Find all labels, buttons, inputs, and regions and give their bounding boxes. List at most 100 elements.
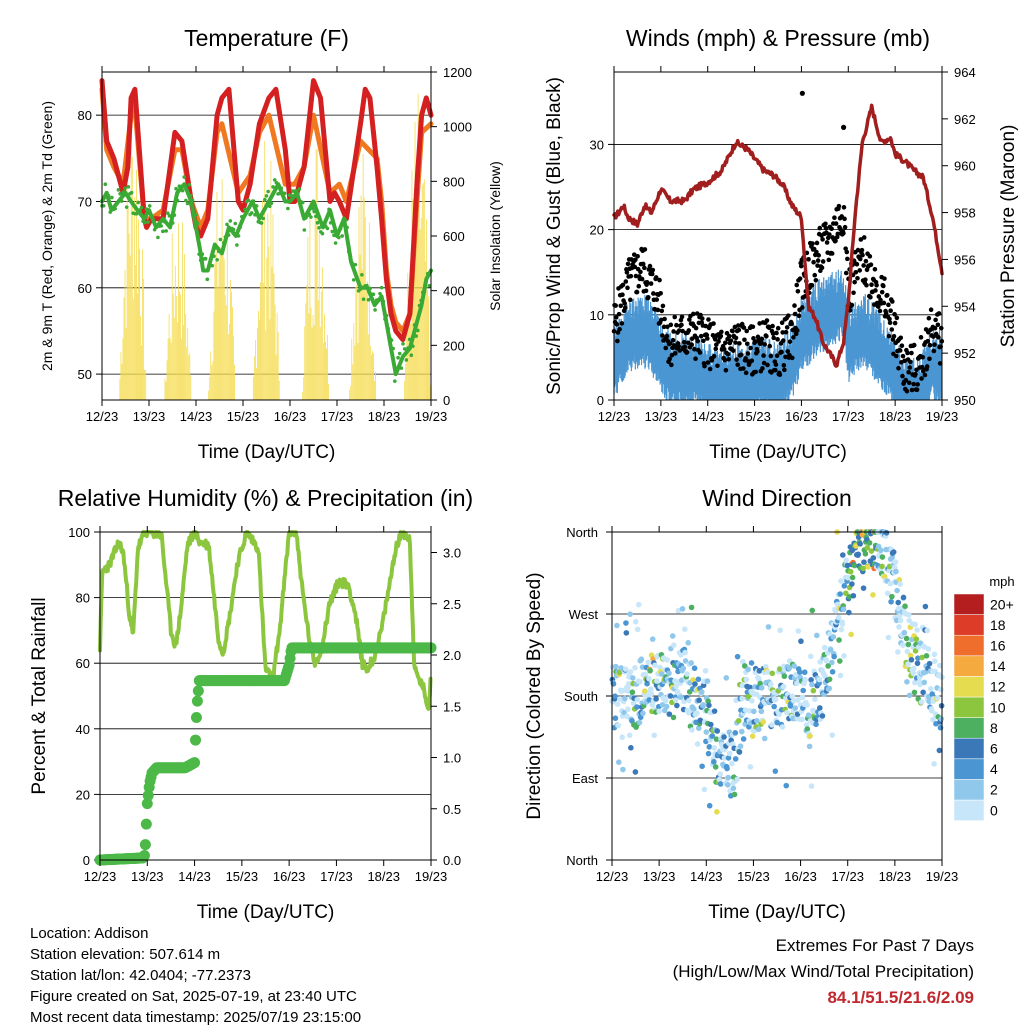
direction-point	[731, 791, 738, 798]
dewpoint-point	[170, 221, 175, 225]
direction-point	[758, 708, 765, 715]
gust-point	[797, 276, 803, 281]
gust-point	[659, 308, 665, 314]
station-location: Location: Addison	[30, 925, 149, 942]
colorbar-label: 2	[990, 782, 998, 798]
dewpoint-point	[269, 201, 274, 206]
wind-series	[613, 269, 943, 400]
gust-point	[764, 318, 770, 323]
dewpoint-point	[351, 278, 356, 282]
direction-point	[838, 578, 844, 584]
direction-point	[642, 671, 649, 678]
direction-point	[691, 706, 697, 712]
direction-point	[893, 568, 899, 575]
direction-point	[612, 715, 619, 722]
direction-point	[786, 665, 793, 671]
gust-point	[679, 322, 684, 328]
direction-point	[897, 617, 904, 624]
direction-point	[734, 776, 741, 783]
direction-point	[684, 671, 690, 677]
direction-point	[938, 686, 944, 693]
dewpoint-point	[353, 262, 358, 267]
dewpoint-point	[212, 254, 216, 258]
dewpoint-point	[343, 218, 348, 223]
gust-point	[841, 231, 846, 236]
direction-point	[682, 649, 688, 656]
direction-point	[725, 774, 731, 781]
gust-point	[651, 291, 656, 296]
gust-point	[658, 290, 663, 296]
direction-point	[648, 690, 655, 697]
direction-point	[648, 686, 654, 693]
gust-point	[721, 346, 727, 352]
gust-point	[777, 372, 783, 378]
gust-point	[663, 345, 669, 351]
direction-point	[634, 626, 641, 633]
direction-point	[844, 574, 851, 581]
direction-point	[714, 728, 721, 734]
direction-point	[910, 665, 917, 672]
dir-xtick-label: 12/23	[596, 869, 629, 884]
gust-point	[680, 328, 685, 334]
dewpoint-point	[203, 256, 208, 261]
gust-point	[737, 341, 742, 346]
direction-point	[883, 529, 890, 536]
rh-xtick-label: 15/23	[226, 869, 259, 884]
gust-point	[886, 302, 891, 308]
gust-point	[867, 254, 873, 259]
gust-point	[904, 388, 910, 394]
gust-point	[789, 355, 795, 361]
direction-point	[804, 702, 810, 708]
gust-point	[771, 335, 776, 341]
gust-point	[887, 316, 892, 322]
direction-point	[694, 741, 701, 747]
dewpoint-point	[327, 207, 331, 212]
direction-point	[664, 657, 670, 663]
direction-point	[865, 564, 871, 570]
direction-point	[931, 761, 937, 767]
gust-point	[784, 325, 790, 330]
gust-point	[634, 289, 640, 295]
direction-point	[843, 590, 849, 597]
direction-point	[721, 734, 727, 740]
colorbar-swatch	[953, 696, 985, 718]
direction-point	[629, 675, 636, 681]
direction-point	[807, 733, 813, 739]
direction-point	[698, 689, 705, 695]
direction-point	[706, 744, 713, 750]
gust-point	[816, 253, 821, 258]
direction-point	[632, 769, 639, 775]
direction-point	[836, 658, 843, 664]
precip-point	[190, 712, 202, 724]
direction-point	[836, 637, 842, 643]
dewpoint-point	[123, 186, 127, 191]
direction-point	[843, 557, 850, 564]
direction-point	[827, 647, 834, 653]
direction-point	[740, 736, 747, 742]
dewpoint-point	[317, 226, 321, 230]
gust-point	[878, 297, 883, 303]
gust-point	[817, 225, 823, 231]
direction-point	[625, 680, 632, 687]
gust-point	[881, 283, 886, 289]
direction-point	[901, 629, 908, 636]
direction-point	[846, 609, 852, 616]
dewpoint-points	[100, 175, 432, 383]
gust-point	[765, 362, 770, 368]
gust-point	[690, 311, 696, 317]
direction-point	[634, 696, 641, 703]
direction-point	[623, 620, 629, 626]
direction-point	[618, 665, 624, 671]
direction-point	[732, 756, 739, 762]
gust-point	[642, 247, 648, 252]
direction-point	[920, 689, 926, 696]
station-elevation: Station elevation: 507.614 m	[30, 946, 221, 963]
gust-point	[695, 338, 701, 344]
dewpoint-point	[412, 323, 417, 327]
dewpoint-point	[332, 233, 336, 238]
direction-point	[765, 624, 772, 630]
direction-point	[851, 562, 858, 569]
dewpoint-point	[338, 227, 343, 231]
direction-point	[771, 703, 777, 710]
gust-point	[914, 367, 919, 373]
